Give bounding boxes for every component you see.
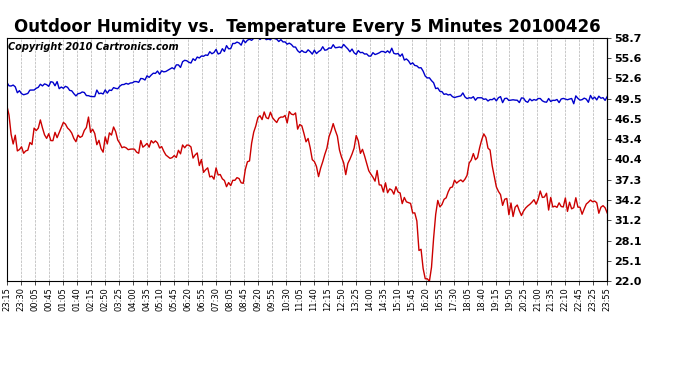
Text: Copyright 2010 Cartronics.com: Copyright 2010 Cartronics.com bbox=[8, 42, 179, 52]
Title: Outdoor Humidity vs.  Temperature Every 5 Minutes 20100426: Outdoor Humidity vs. Temperature Every 5… bbox=[14, 18, 600, 36]
